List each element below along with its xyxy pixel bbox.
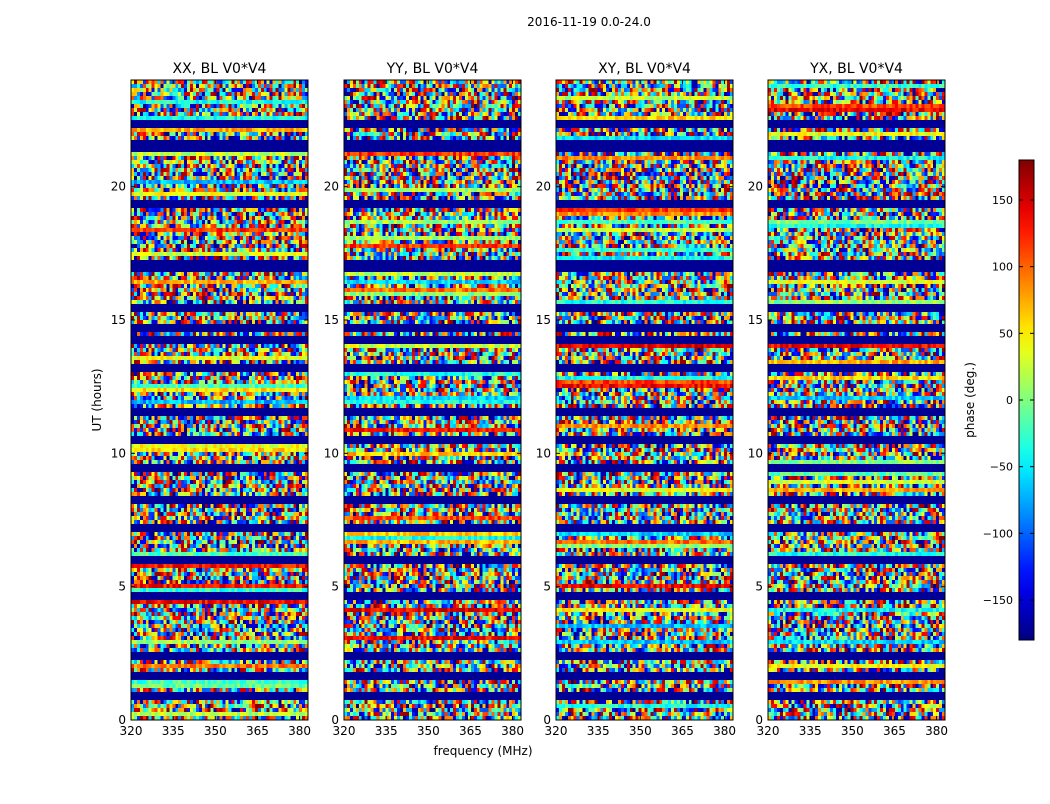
x-tick-label: 380: [713, 724, 736, 738]
y-tick-label: 0: [331, 713, 339, 727]
panel-2: YY, BL V0*V4 320 335 350 365 380 0 5 10 15 20 frequ…: [324, 61, 533, 758]
y-tick-label: 20: [748, 180, 763, 194]
y-tick-label: 20: [324, 180, 339, 194]
x-tick-label: 335: [375, 724, 398, 738]
panel-4: YX, BL V0*V4 320 335 350 365 380 0 5 10 15 20: [748, 61, 948, 738]
colorbar-label: phase (deg.): [963, 362, 977, 438]
figure-suptitle: 2016-11-19 0.0-24.0: [527, 15, 651, 29]
colorbar-tick-label: −150: [983, 594, 1013, 607]
panels: XX, BL V0*V4 320 335 350 365 380 0 5 10 15 20 UT (h…: [90, 61, 948, 758]
y-tick-label: 20: [536, 180, 551, 194]
x-tick-label: 365: [671, 724, 694, 738]
y-tick-label: 10: [111, 446, 126, 460]
y-tick-label: 15: [324, 313, 339, 327]
x-tick-label: 320: [757, 724, 780, 738]
y-tick-label: 10: [748, 446, 763, 460]
y-tick-label: 0: [755, 713, 763, 727]
heatmap-2: [344, 80, 521, 720]
y-tick-label: 5: [118, 580, 126, 594]
x-tick-label: 365: [883, 724, 906, 738]
y-tick-label: 10: [536, 446, 551, 460]
heatmap-1: [131, 80, 308, 720]
axes-frame: [767, 79, 946, 721]
x-tick-label: 365: [246, 724, 269, 738]
x-tick-label: 335: [162, 724, 185, 738]
y-tick-label: 15: [111, 313, 126, 327]
colorbar-tick-label: 150: [992, 194, 1013, 207]
x-tick-label: 320: [333, 724, 356, 738]
x-tick-label: 320: [545, 724, 568, 738]
heatmap-3: [556, 80, 733, 720]
axes-frame: [555, 79, 734, 721]
x-tick-label: 320: [120, 724, 143, 738]
x-tick-label: 350: [629, 724, 652, 738]
y-tick-label: 20: [111, 180, 126, 194]
panel-3: XY, BL V0*V4 320 335 350 365 380 0 5 10 15 20: [536, 61, 736, 738]
x-tick-label: 350: [204, 724, 227, 738]
colorbar-tick-label: −100: [983, 527, 1013, 540]
y-tick-label: 10: [324, 446, 339, 460]
heatmap-4: [768, 80, 945, 720]
x-tick-label: 380: [501, 724, 524, 738]
colorbar-tick-label: 50: [999, 327, 1013, 340]
colorbar-tick-label: 0: [1006, 394, 1013, 407]
colorbar: −150 −100 −50 0 50 100 150 phase (deg.): [963, 159, 1035, 641]
x-tick-label: 365: [459, 724, 482, 738]
y-tick-label: 15: [536, 313, 551, 327]
axes-frame: [130, 79, 309, 721]
y-tick-label: 5: [755, 580, 763, 594]
panel-1: XX, BL V0*V4 320 335 350 365 380 0 5 10 15 20 UT (h…: [90, 61, 311, 738]
y-tick-label: 5: [331, 580, 339, 594]
y-tick-label: 0: [118, 713, 126, 727]
x-tick-label: 350: [417, 724, 440, 738]
panel-title: XX, BL V0*V4: [173, 61, 267, 77]
x-tick-label: 335: [587, 724, 610, 738]
panel-title: YX, BL V0*V4: [809, 61, 903, 77]
y-axis-label: UT (hours): [90, 368, 104, 431]
y-tick-label: 5: [543, 580, 551, 594]
panel-title: XY, BL V0*V4: [598, 61, 691, 77]
y-tick-label: 15: [748, 313, 763, 327]
x-tick-label: 350: [841, 724, 864, 738]
axes-frame: [343, 79, 522, 721]
panel-title: YY, BL V0*V4: [386, 61, 479, 77]
x-tick-label: 380: [288, 724, 311, 738]
x-tick-label: 335: [799, 724, 822, 738]
colorbar-tick-label: −50: [990, 461, 1013, 474]
y-tick-label: 0: [543, 713, 551, 727]
x-tick-label: 380: [925, 724, 948, 738]
colorbar-tick-label: 100: [992, 261, 1013, 274]
x-axis-label: frequency (MHz): [433, 744, 532, 758]
